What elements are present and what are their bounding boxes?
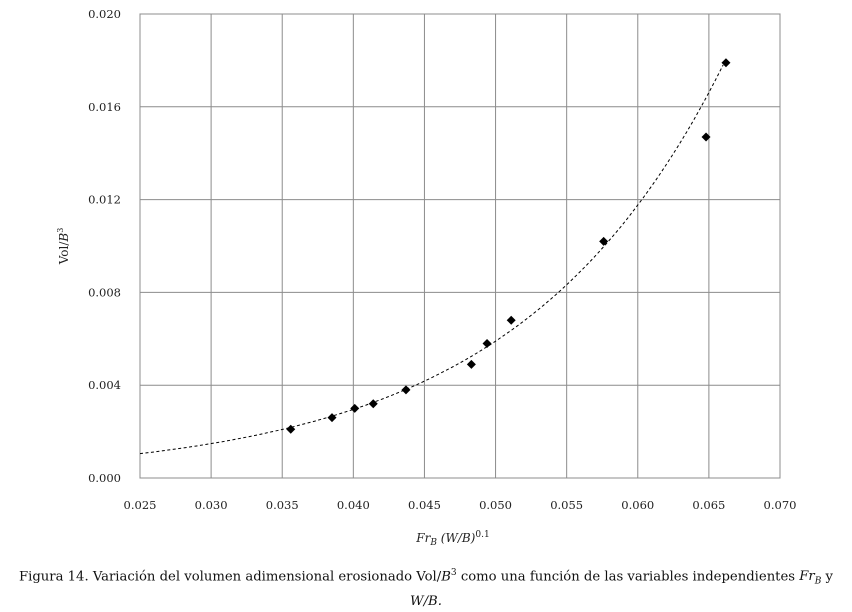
plot-frame bbox=[139, 13, 781, 479]
caption-var2-sub: B bbox=[814, 577, 822, 588]
y-tick-label: 0.008 bbox=[88, 285, 121, 299]
x-tick-label: 0.045 bbox=[408, 498, 441, 512]
y-tick-label: 0.000 bbox=[88, 471, 121, 485]
chart: 0.025 0.030 0.035 0.040 0.045 0.050 0.055 0.060… bbox=[56, 7, 797, 548]
caption-middle: como una función de las variables indepe… bbox=[456, 569, 800, 585]
x-tick-label: 0.055 bbox=[550, 498, 583, 512]
data-point-diamond bbox=[721, 58, 731, 68]
data-point-diamond bbox=[506, 315, 516, 325]
caption-line-1: Figura 14. Variación del volumen adimens… bbox=[0, 563, 852, 592]
data-point-diamond bbox=[368, 399, 378, 409]
data-point-diamond bbox=[701, 132, 711, 142]
caption-var2: FrB bbox=[799, 569, 822, 588]
caption-prefix: Figura 14. Variación del volumen adimens… bbox=[19, 569, 442, 585]
x-axis-label-main: Fr bbox=[415, 531, 431, 545]
x-axis-label: FrB (W/B)0.1 bbox=[415, 530, 489, 548]
x-tick-label: 0.025 bbox=[124, 498, 157, 512]
data-point-diamond bbox=[350, 403, 360, 413]
data-point-diamond bbox=[286, 424, 296, 434]
x-axis-label-exp: 0.1 bbox=[475, 530, 489, 540]
y-tick-label: 0.004 bbox=[88, 378, 121, 392]
caption-var1: B bbox=[441, 569, 451, 585]
y-axis-label-var: B bbox=[57, 233, 71, 243]
y-axis-label-main: Vol/ bbox=[57, 241, 71, 266]
caption-var2-main: Fr bbox=[799, 569, 815, 585]
caption-exp1: 3 bbox=[450, 568, 457, 578]
y-tick-label: 0.012 bbox=[88, 193, 121, 207]
x-tick-label: 0.050 bbox=[479, 498, 512, 512]
x-tick-label: 0.070 bbox=[764, 498, 797, 512]
y-tick-labels: 0.000 0.004 0.008 0.012 0.016 0.020 bbox=[88, 7, 121, 485]
caption-line-2: W/B. bbox=[0, 592, 852, 612]
x-tick-labels: 0.025 0.030 0.035 0.040 0.045 0.050 0.055 0.060… bbox=[124, 498, 797, 512]
data-point-diamond bbox=[466, 359, 476, 369]
x-tick-label: 0.060 bbox=[621, 498, 654, 512]
x-tick-label: 0.040 bbox=[337, 498, 370, 512]
x-tick-label: 0.035 bbox=[266, 498, 299, 512]
figure-caption: Figura 14. Variación del volumen adimens… bbox=[0, 563, 852, 612]
x-axis-label-sub: B bbox=[429, 538, 437, 548]
data-point-diamond bbox=[482, 338, 492, 348]
chart-grid bbox=[139, 13, 781, 479]
x-tick-label: 0.065 bbox=[692, 498, 725, 512]
data-point-diamond bbox=[599, 236, 609, 246]
data-point-diamond bbox=[327, 413, 337, 423]
data-point-diamond bbox=[401, 385, 411, 395]
trendline bbox=[139, 64, 724, 455]
x-axis-label-rest: (W/B) bbox=[437, 531, 476, 545]
y-tick-label: 0.020 bbox=[88, 7, 121, 21]
data-points bbox=[286, 58, 731, 434]
y-axis-label-exp: 3 bbox=[56, 228, 65, 233]
y-tick-label: 0.016 bbox=[88, 100, 121, 114]
y-axis-label: Vol/B3 bbox=[56, 228, 71, 266]
x-tick-label: 0.030 bbox=[195, 498, 228, 512]
caption-suffix: y bbox=[821, 569, 833, 585]
